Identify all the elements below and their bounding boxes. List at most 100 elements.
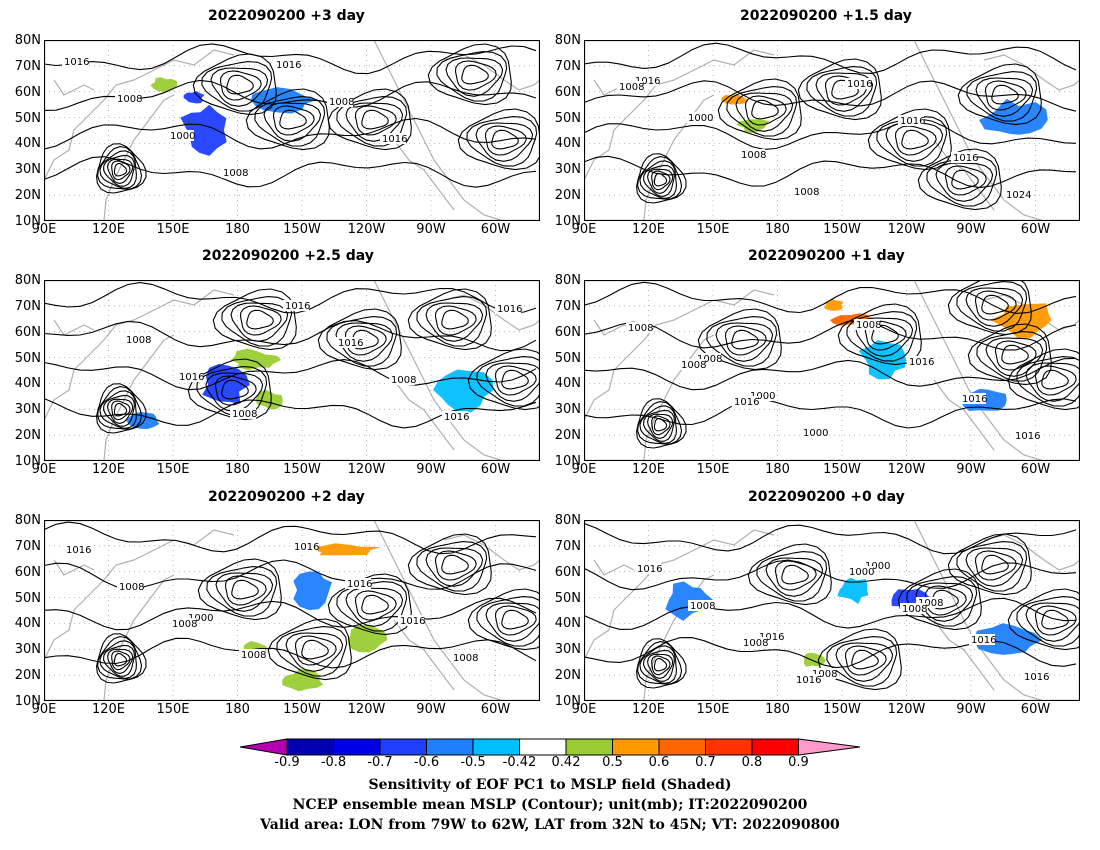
isobar [643,649,675,682]
isobar [484,125,527,156]
isobar [744,95,787,126]
contour-label: 1000 [188,613,213,624]
isobar [906,576,978,627]
isobar [494,365,537,396]
map-panel-plus2.5: 1008 1016 1008 1016 1016 1008 1016 1016 [44,280,540,461]
contour-label: 1008 [453,653,478,664]
contour-label-bg [398,615,424,626]
sensitivity-patch [858,340,907,380]
contour-label-bg [221,167,247,178]
map-frame [44,520,540,701]
isobar [584,522,1077,555]
isobar [951,169,979,190]
isobar [781,564,809,585]
lon-tick-label: 180 [225,222,250,237]
isobar [844,645,887,676]
isobar [584,597,1077,630]
contour-label-bg [863,560,889,571]
lat-tick-label: 40N [554,376,581,392]
isobar [354,105,397,136]
panel-title-plus2.5: 2022090200 +2.5 day [202,248,374,264]
isobar [976,331,1048,382]
contour-label-bg [626,322,652,333]
lon-tick-label: 150W [283,462,321,477]
contour-label: 1000 [170,131,195,142]
sensitivity-patch [293,571,332,611]
isobar [636,638,687,689]
isobar [272,105,315,136]
colorbar-swatch [333,738,381,756]
contour-label-bg [748,390,774,401]
isobar [210,67,269,107]
contour-label-bg [177,371,203,382]
contour-label-bg [739,149,765,160]
contour-label-bg [117,581,143,592]
coastline [393,379,455,451]
isobar [647,413,674,439]
contour-label: 1016 [64,57,89,68]
isobar [991,84,1019,105]
isobar [871,324,899,345]
coastline [44,289,235,421]
contour-label: 1016 [962,394,987,405]
lat-tick-label: 70N [554,538,581,554]
lat-tick-label: 60N [14,564,41,580]
isobar [584,42,1077,74]
lon-tick-label: 60W [480,222,511,237]
lat-tick-label: 10N [14,214,41,229]
isobar [445,57,504,97]
contour-label: 1008 [902,604,927,615]
isobar [197,558,282,621]
colorbar-tick-label: 0.7 [695,755,716,770]
isobar [1034,605,1077,636]
contour-label-bg [951,152,977,163]
contour-label-bg [845,78,871,89]
contour-label-bg [916,597,942,608]
lat-tick-label: 30N [14,402,41,418]
isobar [726,86,798,137]
lat-tick-label: 80N [14,273,41,288]
isobar [1007,588,1080,651]
isobar [867,108,952,171]
lon-tick-label: 150W [823,222,861,237]
lon-tick-label: 90W [416,702,446,717]
lon-tick-label: 120W [347,222,386,237]
sensitivity-patch [126,411,160,429]
colorbar-swatch [379,738,427,756]
isobar [206,566,278,617]
isobar [926,156,998,207]
lon-tick-label: 60W [1020,222,1051,237]
contour-label: 1008 [681,360,706,371]
contour-label-bg [62,56,88,67]
lon-tick-label: 90W [956,702,986,717]
lon-tick-label: 150W [823,702,861,717]
isobar [239,305,282,336]
contour-label: 1008 [628,323,653,334]
lat-tick-label: 40N [14,136,41,152]
map-canvas: 1016100810001008101610161016100810081016… [584,520,1080,701]
contour-label-bg [274,59,300,70]
isobar [735,92,794,132]
map-frame [584,520,1080,701]
coastline [983,534,1080,571]
isobar [935,162,994,202]
isobar [584,155,1077,189]
isobar [476,596,540,647]
lat-tick-label: 60N [554,324,581,340]
lon-tick-label: 120E [91,462,126,477]
colorbar-tick-label: -0.8 [320,755,347,770]
contour-label-bg [635,563,661,574]
isobar [441,309,469,330]
isobar [416,541,488,592]
lat-tick-label: 50N [554,590,581,606]
isobar [267,618,352,681]
lon-tick-label: 150E [696,702,730,717]
contour-label: 1008 [172,619,197,630]
lat-tick-label: 80N [554,513,581,528]
isobar [279,109,307,130]
isobar [846,311,918,362]
sensitivity-patch [180,104,227,156]
isobar [643,164,675,197]
contour-label-bg [801,427,827,438]
